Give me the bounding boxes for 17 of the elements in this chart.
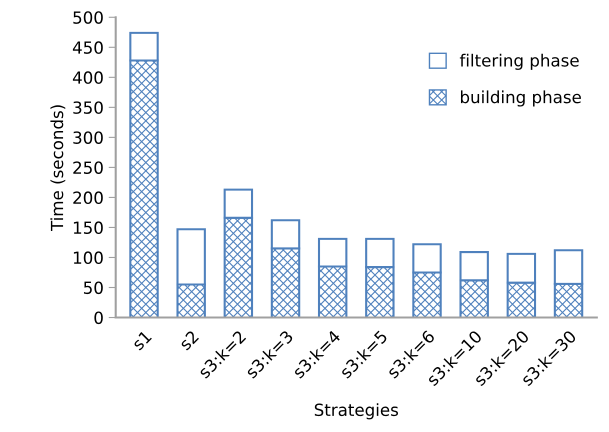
legend-label: filtering phase bbox=[460, 54, 579, 70]
y-tick-label: 250 bbox=[73, 161, 103, 174]
x-tick-label: s2 bbox=[178, 330, 200, 351]
y-axis-title: Time (seconds) bbox=[50, 105, 66, 232]
y-tick-label: 400 bbox=[72, 71, 103, 84]
legend-label: building phase bbox=[460, 90, 581, 107]
y-tick-label: 50 bbox=[84, 281, 103, 294]
y-tick-label: 150 bbox=[74, 221, 103, 234]
y-tick-label: 100 bbox=[74, 251, 103, 264]
x-axis-title: Strategies bbox=[314, 403, 398, 420]
y-tick-label: 450 bbox=[72, 41, 103, 54]
y-tick-label: 200 bbox=[73, 191, 103, 204]
y-tick-label: 500 bbox=[73, 11, 103, 24]
x-tick-label: s1 bbox=[131, 330, 152, 351]
y-tick-label: 0 bbox=[94, 311, 103, 324]
y-tick-label: 350 bbox=[73, 101, 103, 114]
y-tick-label: 300 bbox=[73, 131, 103, 144]
